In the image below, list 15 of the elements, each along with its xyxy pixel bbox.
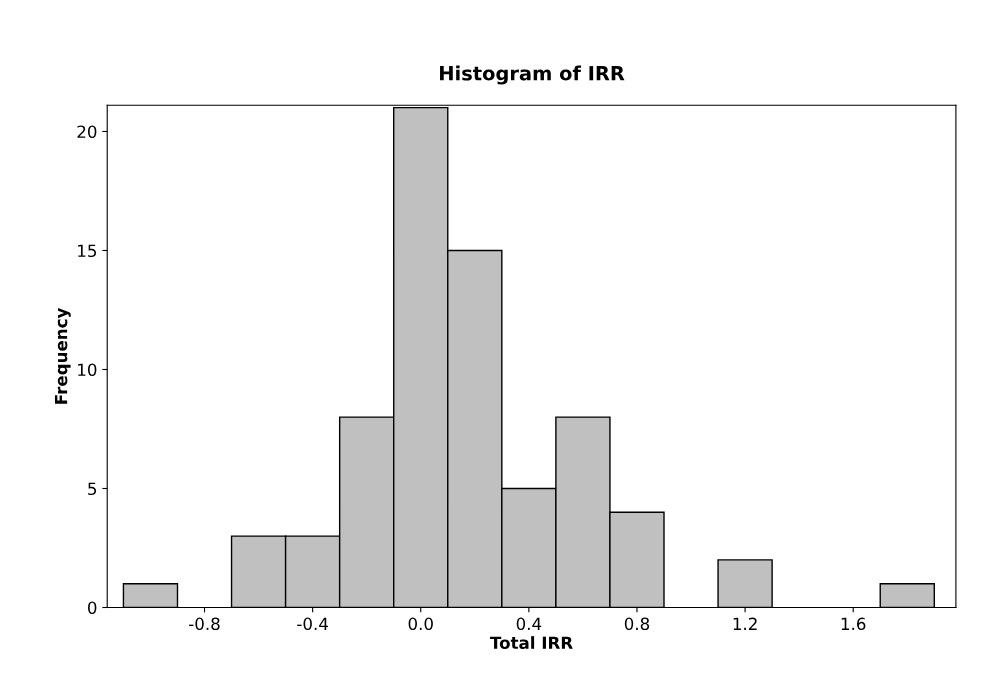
y-tick-label: 0: [87, 601, 97, 615]
y-tick-label: 5: [88, 482, 97, 496]
x-tick-label: -0.4: [297, 617, 328, 631]
y-tick-label: 20: [77, 125, 97, 139]
x-axis-title: Total IRR: [490, 636, 573, 650]
y-tick-label: 10: [78, 363, 97, 377]
x-tick-label: 0.8: [624, 617, 650, 631]
y-tick-label: 15: [78, 244, 97, 258]
x-tick-label: 1.6: [841, 617, 866, 631]
x-tick-label: -0.8: [189, 617, 220, 631]
x-tick-label: 0.4: [516, 617, 542, 631]
y-axis-title: Frequency: [54, 307, 71, 404]
x-tick-label: 1.2: [733, 617, 757, 630]
x-tick-label: 0.0: [408, 617, 433, 631]
chart-title: Histogram of IRR: [440, 65, 625, 85]
